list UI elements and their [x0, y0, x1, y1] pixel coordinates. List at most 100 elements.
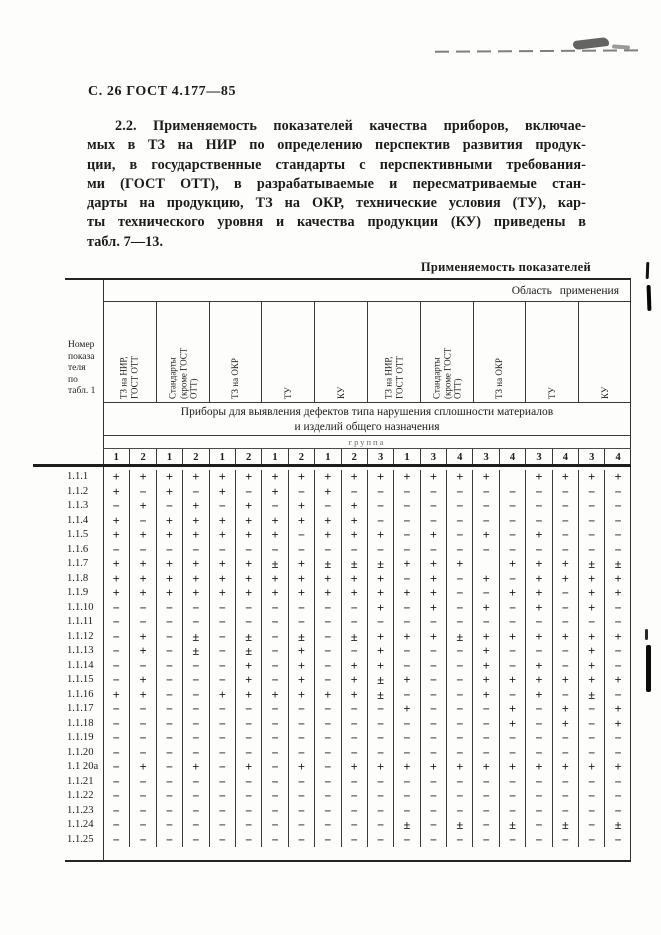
table-cell: + [129, 760, 155, 775]
column-header-line: ОТТ) [187, 378, 198, 400]
table-cell: − [112, 702, 120, 716]
table-cell: − [234, 615, 261, 630]
table-row: 1.1.8 + + + + + + + + + + + − + − + − + + + + [65, 571, 631, 586]
table-cell: − [208, 774, 235, 789]
table-cell: + [604, 586, 630, 601]
table-cell: + [314, 528, 340, 543]
table-cell: − [446, 716, 472, 731]
table-cell: + [419, 470, 446, 485]
table-cell: − [287, 803, 314, 818]
table-cell: − [208, 615, 235, 630]
table-cell: ± [287, 629, 314, 644]
table-title: Применяемость показателей [420, 260, 591, 274]
span-text-line: Приборы для выявления дефектов типа нару… [180, 406, 554, 418]
table-cell: − [472, 774, 498, 789]
table-cell: + [129, 557, 155, 572]
table-cell: − [578, 803, 604, 818]
table-row: 1.1.9 + + + + + + + + + + + + + − − + + − + + [65, 586, 631, 601]
table-cell: − [578, 745, 604, 760]
row-label: 1.1.3 [67, 500, 89, 511]
table-cell: − [498, 615, 525, 630]
table-cell: − [419, 687, 446, 702]
table-cell: − [314, 702, 340, 717]
table-cell: + [578, 600, 604, 615]
group-number-cell: 4 [498, 449, 525, 467]
group-number-cell: 1 [393, 449, 419, 467]
table-cell: − [604, 789, 630, 804]
page-header: С. 26 ГОСТ 4.177—85 [88, 84, 237, 99]
table-cell: − [287, 745, 314, 760]
table-cell: − [340, 832, 367, 847]
table-row: 1.1.19− − − − − − − − − − − − − − − − − − − − [65, 731, 631, 746]
column-header-line: ТУ [547, 387, 558, 399]
table-cell: + [472, 673, 498, 688]
table-cell: − [551, 644, 578, 659]
table-cell: − [551, 731, 578, 746]
column-header-text: ТЗ на ОКР [494, 305, 505, 399]
row-label: 1.1.7 [67, 558, 89, 569]
table-cell: − [340, 542, 367, 557]
table-cell: − [314, 832, 340, 847]
table-cell: + [393, 557, 419, 572]
table-cell: + [578, 586, 604, 601]
table-cell: − [287, 702, 314, 717]
table-cell: + [234, 760, 261, 775]
column-header-text: Стандарты (кроме ГОСТ ОТТ) [431, 305, 463, 399]
scan-artifact-line [434, 49, 644, 53]
group-number-cell: 1 [314, 449, 340, 467]
area-header: Область применения [103, 280, 631, 302]
table-cell: − [340, 644, 367, 659]
table-cell: − [112, 745, 120, 760]
table-row: 1.1.6− − − − − − − − − − − − − − − − − − − − [65, 542, 631, 557]
table-cell: − [287, 818, 314, 833]
table-cell: + [234, 557, 261, 572]
table-cell: − [393, 571, 419, 586]
table-cell: − [129, 745, 155, 760]
table-cell: + [525, 673, 551, 688]
table-cell: − [446, 644, 472, 659]
table-cell: − [112, 615, 120, 629]
row-label: 1.1.17 [67, 703, 94, 714]
group-number-cell: 3 [578, 449, 604, 467]
table-cell: − [419, 818, 446, 833]
table-cell: + [155, 513, 182, 528]
table-cell: − [261, 702, 287, 717]
table-cell: + [261, 484, 287, 499]
table-cell: − [393, 528, 419, 543]
table-cell: − [419, 832, 446, 847]
column-header-line: КУ [335, 386, 346, 399]
row-header-line: табл. 1 [68, 386, 96, 396]
table-cell: − [287, 774, 314, 789]
table-cell: + [208, 687, 235, 702]
table-cell: − [261, 803, 287, 818]
table-cell: + [340, 586, 367, 601]
table-cell: − [551, 528, 578, 543]
table-row: 1.1.2 + − + − + − + − + − − − − − − − − − − − [65, 484, 631, 499]
table-cell: + [419, 557, 446, 572]
table-cell: + [604, 673, 630, 688]
table-cell: + [498, 716, 525, 731]
table-cell: − [498, 571, 525, 586]
column-header-text: КУ [336, 305, 347, 399]
table-cell: + [261, 687, 287, 702]
table-cell: − [208, 499, 235, 514]
table-cell: − [314, 542, 340, 557]
table-cell: + [314, 470, 340, 485]
table-cell: − [446, 658, 472, 673]
table-cell: − [446, 499, 472, 514]
table-cell: + [340, 571, 367, 586]
table-cell: + [155, 586, 182, 601]
table-cell: + [287, 513, 314, 528]
table-cell: − [234, 789, 261, 804]
table-cell: − [551, 600, 578, 615]
table-cell: − [419, 644, 446, 659]
table-cell: − [604, 499, 630, 514]
table-cell: − [155, 615, 182, 630]
table-row: 1.1.4 + − + + + + + + + + − − − − − − − − − − [65, 513, 631, 528]
table-cell: − [340, 615, 367, 630]
table-cell: − [112, 673, 120, 687]
table-cell: + [261, 470, 287, 485]
table-cell: − [314, 673, 340, 688]
table-cell: − [129, 818, 155, 833]
table-cell: + [525, 470, 551, 485]
